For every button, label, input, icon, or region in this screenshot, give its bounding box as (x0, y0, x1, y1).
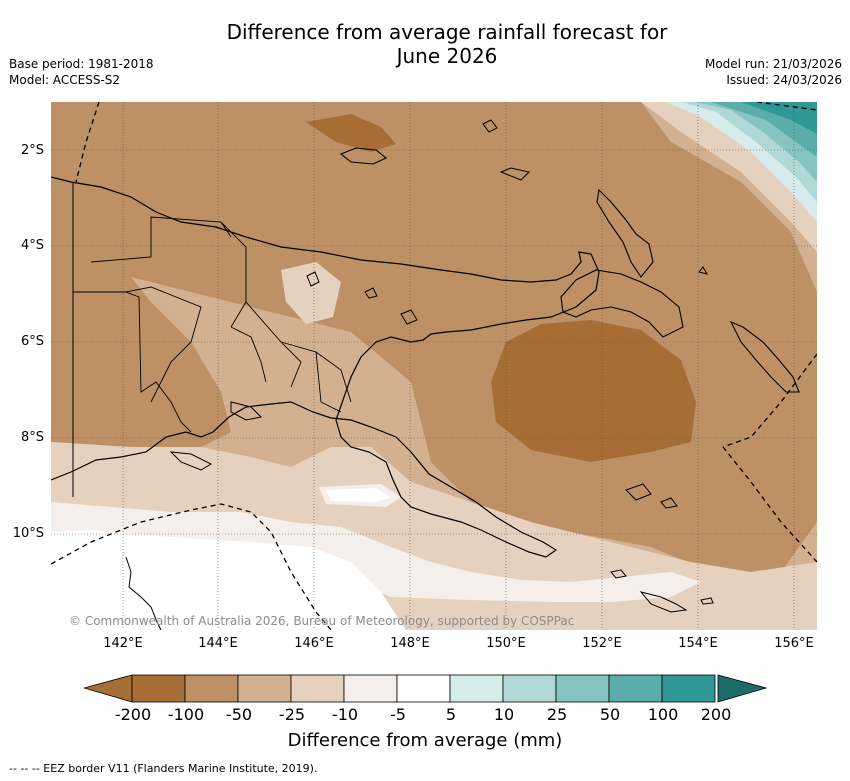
legend-tick-label: 5 (445, 705, 457, 724)
fly-river-delta (169, 401, 263, 471)
lon-label-146e: 146°E (294, 636, 334, 651)
rainfall-map (51, 102, 817, 630)
legend-tick-label: 10 (493, 705, 515, 724)
lat-label-10s: 10°S (12, 526, 44, 541)
legend-tick-label: -10 (331, 705, 359, 724)
legend-tick-label: 25 (546, 705, 568, 724)
issued-date: Issued: 24/03/2026 (726, 73, 842, 87)
lat-label-8s: 8°S (20, 430, 44, 445)
legend-arrow-left (84, 674, 133, 703)
copyright-notice: © Commonwealth of Australia 2026, Bureau… (69, 614, 575, 628)
rainfall-band-neutral (51, 530, 406, 630)
legend-color-cell (555, 674, 610, 703)
legend-tick-label: 100 (647, 705, 679, 724)
new-ireland-island (596, 188, 654, 278)
legend-color-cell (661, 674, 716, 703)
title-line-2: June 2026 (396, 44, 498, 68)
model-run: Model run: 21/03/2026 (704, 57, 842, 71)
rainfall-core-minus-200-north (306, 114, 396, 152)
legend-tick-label: 200 (700, 705, 732, 724)
manus-island (339, 147, 388, 165)
louisiade-islands (610, 569, 714, 613)
new-britain-island (560, 269, 684, 338)
lon-label-144e: 144°E (198, 636, 238, 651)
rainfall-band-plus-100 (741, 102, 817, 134)
lon-label-154e: 154°E (678, 636, 718, 651)
new-guinea-coastline (51, 176, 600, 558)
lat-label-6s: 6°S (20, 334, 44, 349)
legend-arrow-right (717, 674, 768, 703)
legend-color-cell (131, 674, 186, 703)
legend-color-cell (396, 674, 451, 703)
title-line-1: Difference from average rainfall forecas… (226, 20, 668, 44)
eez-note: -- -- -- EEZ border V11 (Flanders Marine… (9, 762, 318, 775)
eez-border (51, 102, 817, 630)
legend-title: Difference from average (mm) (287, 730, 563, 751)
legend-tick-label: -200 (114, 705, 152, 724)
lon-label-152e: 152°E (582, 636, 622, 651)
model-name: Model: ACCESS-S2 (9, 73, 121, 87)
map-title: Difference from average rainfall forecas… (150, 20, 744, 68)
legend-tick-label: 50 (599, 705, 621, 724)
legend-tick-label: -100 (167, 705, 205, 724)
legend-color-cell (449, 674, 504, 703)
cape-york-coastline (125, 556, 162, 630)
lon-label-150e: 150°E (486, 636, 526, 651)
rainfall-patch-minus-25-central (281, 262, 341, 324)
lat-label-2s: 2°S (20, 143, 44, 158)
legend-color-cell (343, 674, 398, 703)
graticule (51, 102, 817, 630)
lon-label-156e: 156°E (774, 636, 814, 651)
legend-color-cell (290, 674, 345, 703)
legend-color-cell (184, 674, 239, 703)
meta-left: Base period: 1981-2018 Model: ACCESS-S2 (9, 56, 154, 88)
small-islands (306, 119, 709, 325)
rainfall-patch-neutral-gulf (326, 488, 391, 502)
lat-label-4s: 4°S (20, 238, 44, 253)
rainfall-band-minus-10 (51, 502, 701, 602)
province-borders (73, 216, 352, 433)
legend-tick-label: -50 (225, 705, 253, 724)
legend-tick-label: -5 (390, 705, 406, 724)
legend-color-cell (502, 674, 557, 703)
legend-color-cell (237, 674, 292, 703)
base-period: Base period: 1981-2018 (9, 57, 154, 71)
meta-right: Model run: 21/03/2026 Issued: 24/03/2026 (705, 56, 842, 88)
lon-label-148e: 148°E (390, 636, 430, 651)
rainfall-band-minus-100-west (51, 242, 231, 447)
legend-color-cell (608, 674, 663, 703)
bougainville-island (729, 320, 800, 393)
legend-tick-label: -25 (278, 705, 306, 724)
lon-label-142e: 142°E (103, 636, 143, 651)
rainfall-core-minus-200-east (491, 320, 696, 462)
dentrecasteaux-islands (625, 483, 678, 509)
legend-colorbar (84, 674, 768, 703)
